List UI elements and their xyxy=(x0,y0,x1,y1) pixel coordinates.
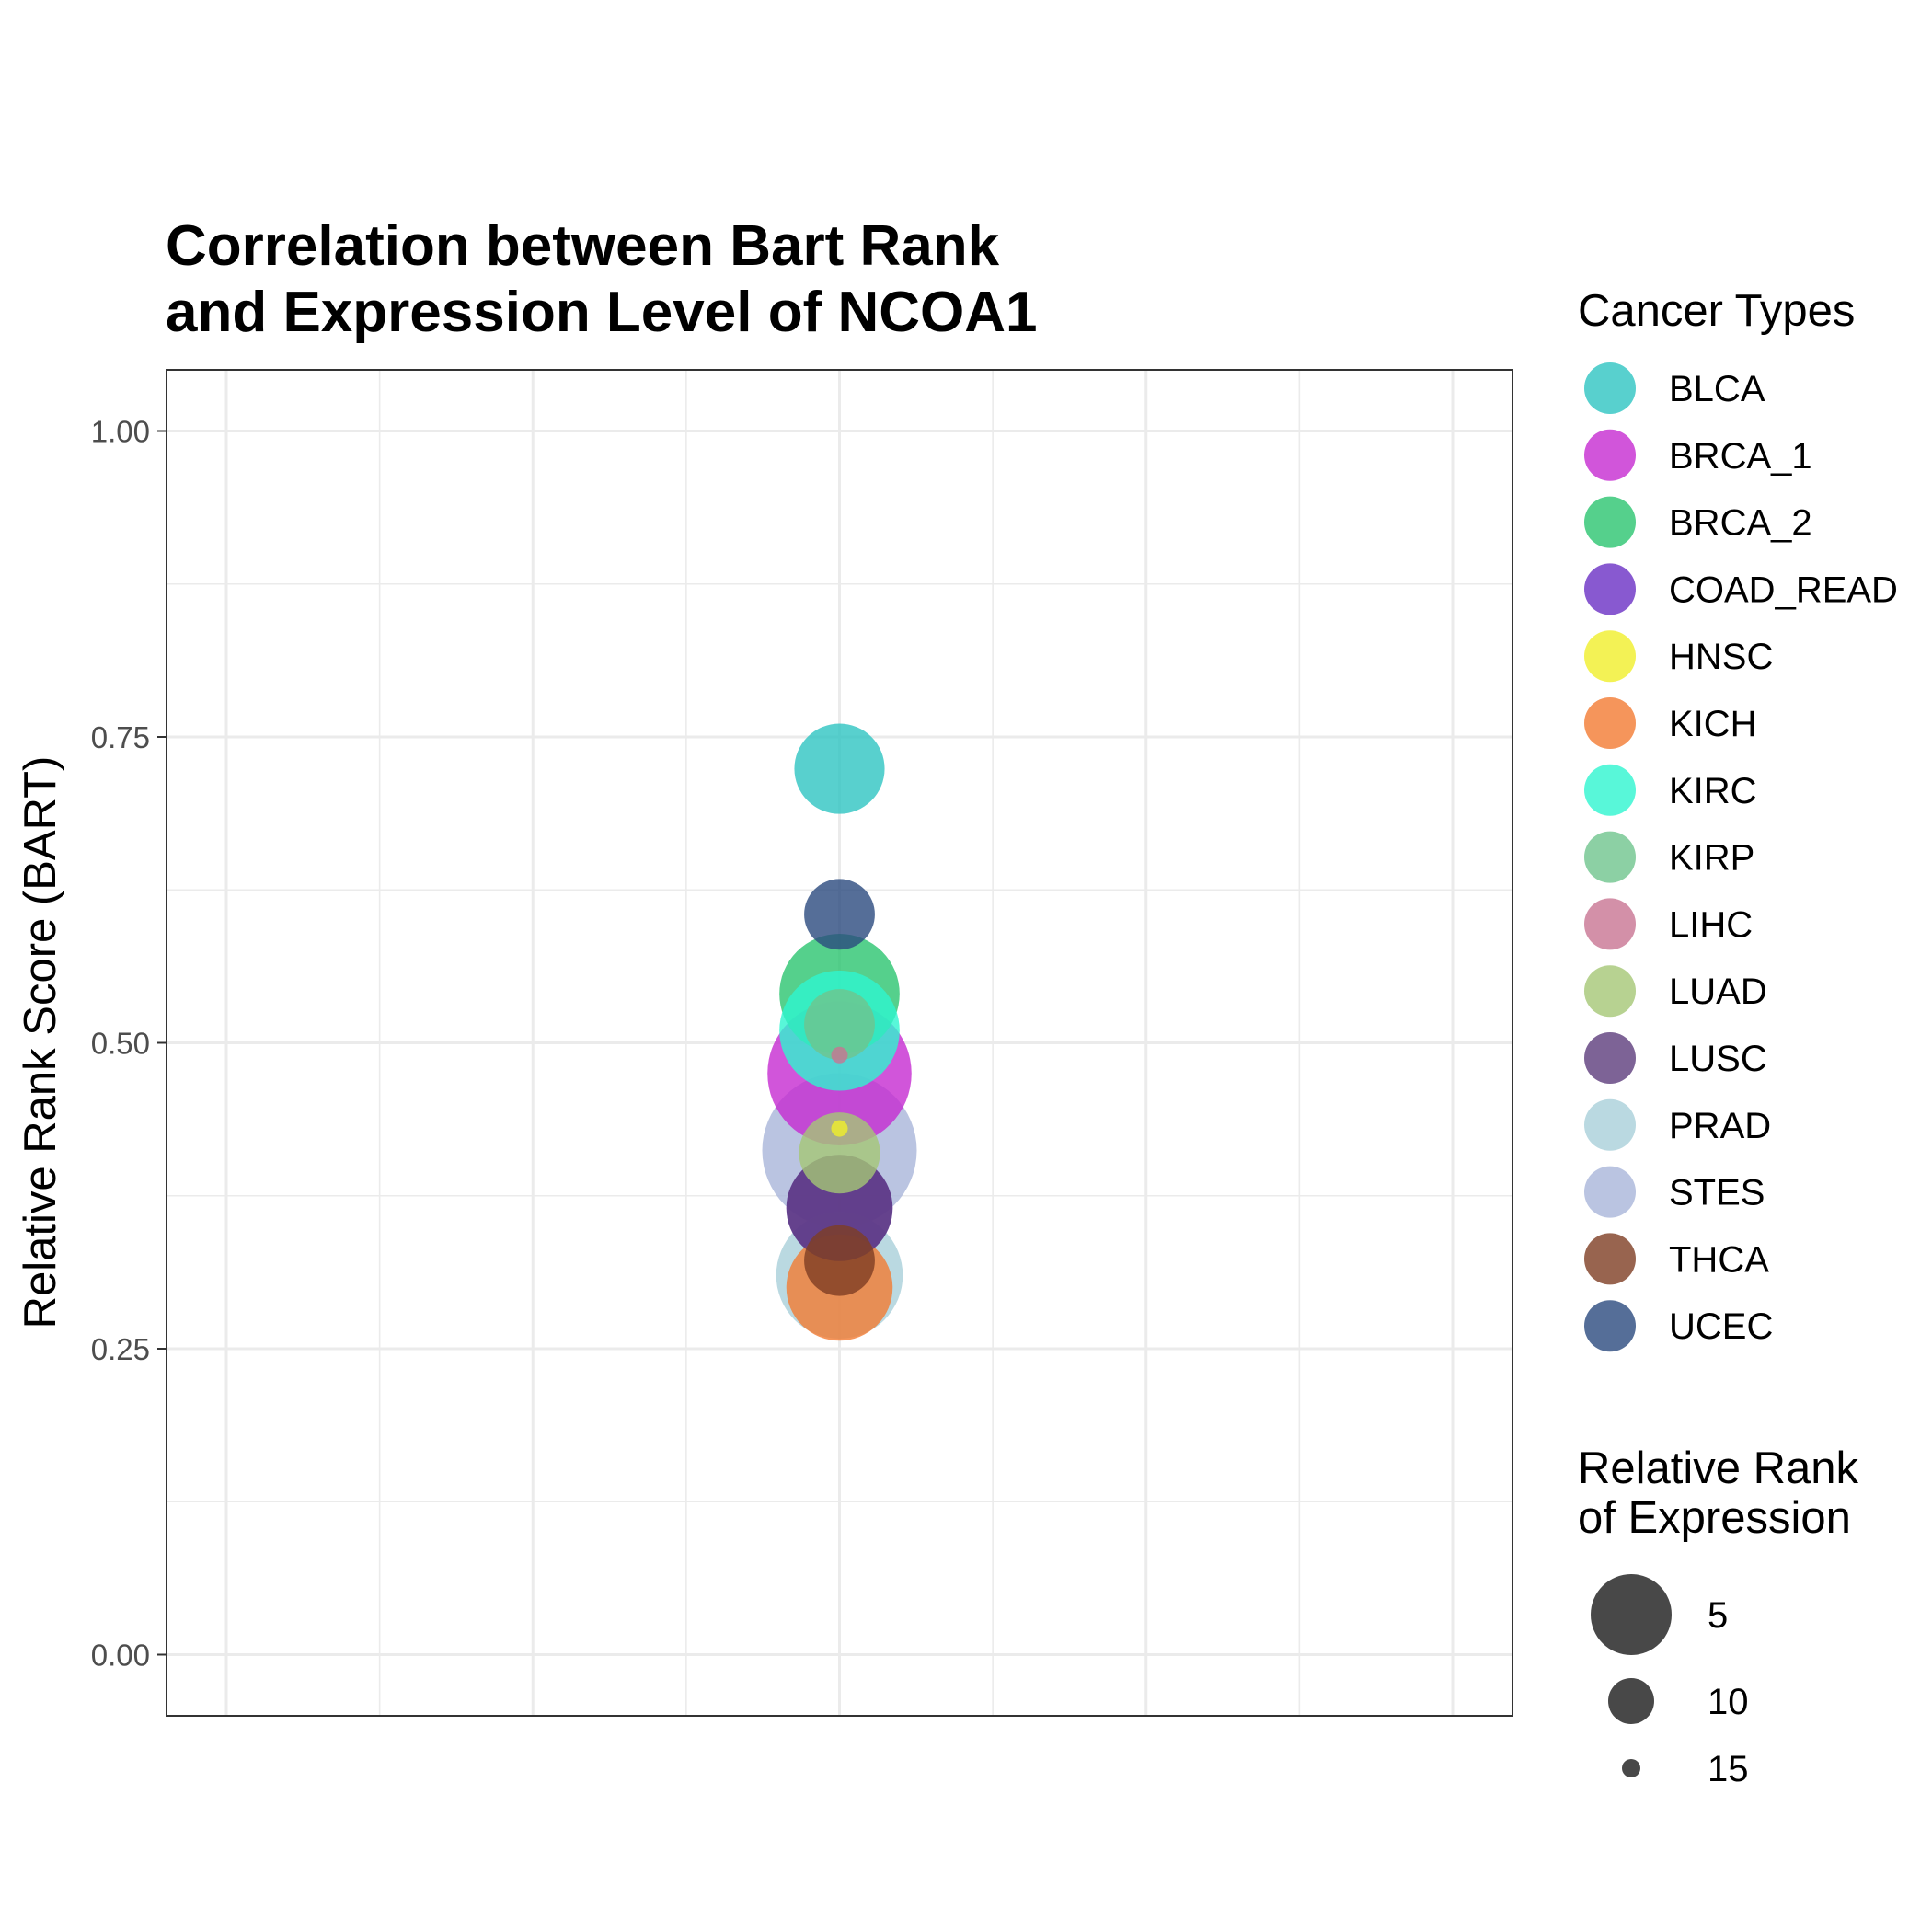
legend-label-lihc: LIHC xyxy=(1669,904,1753,945)
data-points xyxy=(762,723,917,1341)
legend-key-brca-2 xyxy=(1584,496,1636,548)
legend-key-lihc xyxy=(1584,898,1636,950)
y-axis: 0.00 0.25 0.50 0.75 1.00 xyxy=(91,415,167,1673)
point-thca xyxy=(804,1225,875,1296)
legend-key-luad xyxy=(1584,965,1636,1018)
legend-key-lusc xyxy=(1584,1032,1636,1084)
size-legend: 5 10 15 xyxy=(1591,1574,1749,1789)
legend-key-blca xyxy=(1584,362,1636,414)
legend-label-lusc: LUSC xyxy=(1669,1039,1767,1079)
legend-key-kirc xyxy=(1584,764,1636,816)
point-hnsc xyxy=(831,1120,848,1137)
legend-key-stes xyxy=(1584,1166,1636,1218)
legend-label-ucec: UCEC xyxy=(1669,1306,1773,1347)
point-kirp xyxy=(804,989,875,1060)
legend-label-hnsc: HNSC xyxy=(1669,637,1773,677)
color-legend: BLCA BRCA_1 BRCA_2 COAD_READ HNSC KICH KIRC KIR… xyxy=(1584,362,1898,1352)
y-tick-label: 0.00 xyxy=(91,1639,150,1673)
color-legend-title: Cancer Types xyxy=(1578,286,1855,336)
size-legend-key xyxy=(1622,1759,1640,1777)
legend-label-luad: LUAD xyxy=(1669,972,1767,1012)
size-legend-label: 5 xyxy=(1708,1595,1728,1636)
legend-key-coad-read xyxy=(1584,563,1636,615)
size-legend-label: 10 xyxy=(1708,1682,1749,1722)
legend-label-kirc: KIRC xyxy=(1669,771,1757,811)
legend-label-stes: STES xyxy=(1669,1173,1765,1213)
legend-label-prad: PRAD xyxy=(1669,1106,1771,1146)
point-luad xyxy=(799,1112,880,1194)
chart-title-line-2: and Expression Level of NCOA1 xyxy=(166,281,1037,344)
legend-key-prad xyxy=(1584,1098,1636,1151)
size-legend-title-line-2: of Expression xyxy=(1578,1493,1851,1543)
legend-label-brca-1: BRCA_1 xyxy=(1669,436,1812,477)
size-legend-label: 15 xyxy=(1708,1749,1749,1789)
point-lihc xyxy=(831,1046,848,1064)
size-legend-key xyxy=(1591,1574,1672,1655)
legend-label-brca-2: BRCA_2 xyxy=(1669,503,1812,544)
legend-key-kich xyxy=(1584,697,1636,749)
y-tick-label: 0.25 xyxy=(91,1332,150,1366)
legend-label-kirp: KIRP xyxy=(1669,838,1754,879)
point-blca xyxy=(794,723,885,814)
size-legend-title-line-1: Relative Rank xyxy=(1578,1443,1859,1493)
legend-key-brca-1 xyxy=(1584,429,1636,481)
legend-key-kirp xyxy=(1584,831,1636,883)
legend-label-blca: BLCA xyxy=(1669,369,1765,409)
point-ucec xyxy=(804,879,875,950)
y-tick-label: 0.75 xyxy=(91,720,150,754)
size-legend-key xyxy=(1608,1678,1654,1724)
y-axis-title: Relative Rank Score (BART) xyxy=(16,756,65,1329)
legend-label-kich: KICH xyxy=(1669,704,1757,744)
y-tick-label: 0.50 xyxy=(91,1027,150,1061)
legend-label-coad-read: COAD_READ xyxy=(1669,569,1898,610)
legend-key-thca xyxy=(1584,1233,1636,1285)
legend-label-thca: THCA xyxy=(1669,1239,1769,1280)
y-tick-label: 1.00 xyxy=(91,415,150,449)
legend-key-hnsc xyxy=(1584,630,1636,683)
legend-key-ucec xyxy=(1584,1300,1636,1352)
chart-title-line-1: Correlation between Bart Rank xyxy=(166,214,1000,278)
